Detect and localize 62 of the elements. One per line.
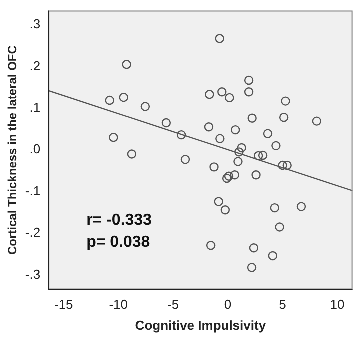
point bbox=[282, 160, 292, 170]
point bbox=[312, 116, 322, 126]
annotation: p= 0.038 bbox=[86, 234, 150, 252]
point bbox=[234, 148, 244, 157]
point bbox=[210, 162, 219, 172]
point bbox=[237, 143, 246, 153]
point bbox=[122, 60, 132, 70]
y-tick-label: -.2 bbox=[25, 225, 41, 240]
point bbox=[296, 202, 306, 212]
x-tick-label: -5 bbox=[168, 297, 180, 312]
point bbox=[230, 125, 240, 135]
x-axis-title: Cognitive Impulsivity bbox=[135, 318, 267, 333]
point bbox=[225, 93, 234, 103]
point bbox=[140, 102, 150, 112]
point bbox=[234, 157, 243, 166]
point bbox=[224, 172, 234, 181]
y-tick-label: .0 bbox=[30, 142, 41, 157]
point bbox=[252, 170, 261, 180]
x-tick-label: -10 bbox=[109, 297, 128, 312]
point bbox=[281, 96, 290, 106]
x-tick-label: 0 bbox=[224, 297, 232, 312]
y-tick-label: .1 bbox=[30, 100, 41, 115]
point bbox=[247, 263, 257, 272]
point bbox=[180, 155, 190, 164]
point bbox=[204, 122, 214, 132]
point bbox=[109, 132, 118, 142]
point bbox=[258, 150, 268, 160]
point bbox=[275, 222, 284, 232]
point bbox=[215, 34, 224, 44]
point bbox=[230, 170, 240, 180]
point bbox=[127, 150, 137, 159]
point bbox=[176, 130, 186, 140]
point bbox=[270, 203, 280, 213]
point bbox=[248, 114, 257, 123]
point bbox=[206, 240, 216, 250]
point bbox=[278, 160, 288, 170]
y-tick-label: -.1 bbox=[25, 183, 41, 198]
y-axis-title: Cortical Thickness in the lateral OFC bbox=[6, 45, 20, 255]
x-tick-label: -15 bbox=[54, 297, 74, 312]
y-tick-label: .3 bbox=[30, 16, 41, 32]
point bbox=[272, 141, 281, 151]
point bbox=[268, 251, 278, 261]
point bbox=[218, 88, 227, 97]
y-tick-label: .2 bbox=[30, 58, 41, 74]
point bbox=[105, 96, 114, 106]
annotation: r= -0.333 bbox=[86, 212, 152, 230]
x-tick-label: 10 bbox=[330, 297, 345, 312]
point bbox=[214, 197, 224, 206]
point bbox=[216, 134, 225, 144]
point bbox=[222, 174, 232, 184]
point bbox=[244, 88, 254, 97]
point bbox=[254, 151, 264, 161]
point bbox=[205, 90, 214, 100]
point bbox=[279, 112, 289, 122]
point bbox=[249, 243, 259, 253]
point bbox=[119, 92, 128, 102]
y-tick-label: -.3 bbox=[25, 266, 41, 282]
point bbox=[244, 76, 254, 86]
point bbox=[263, 129, 273, 138]
point bbox=[162, 118, 172, 128]
point bbox=[220, 206, 230, 215]
x-tick-label: 5 bbox=[279, 297, 286, 312]
